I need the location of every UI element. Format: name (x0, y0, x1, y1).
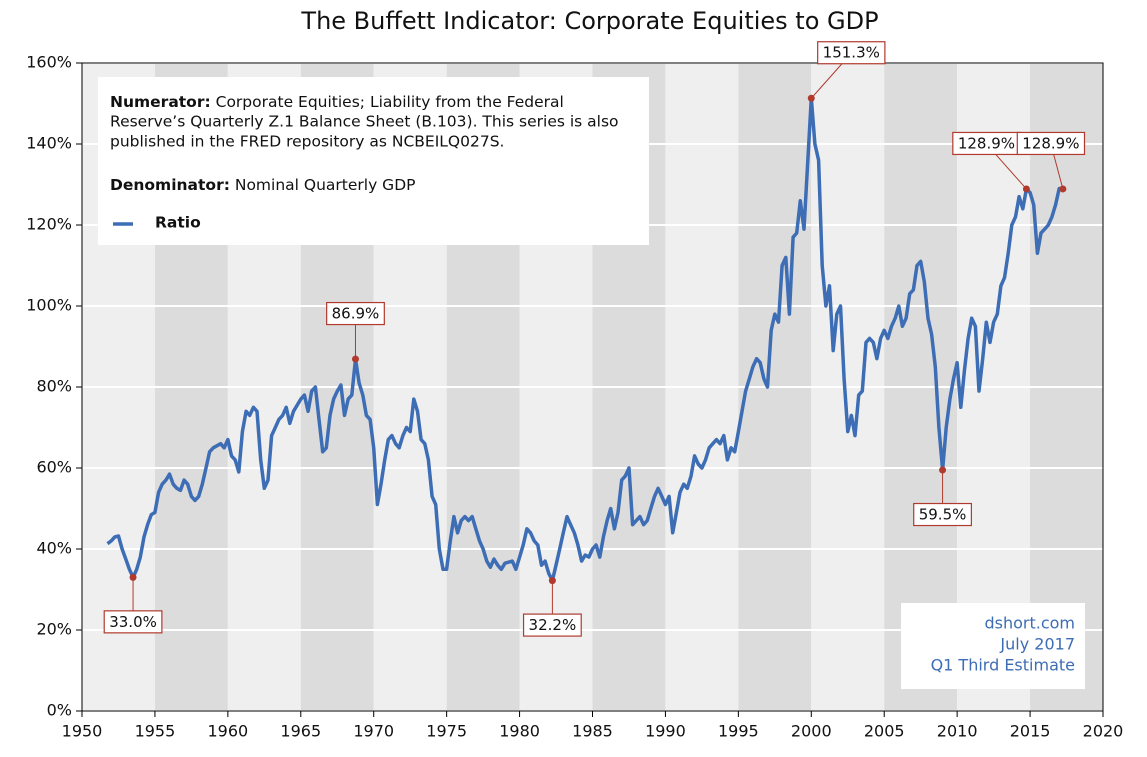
chart-title: The Buffett Indicator: Corporate Equitie… (300, 7, 878, 35)
x-tick-label: 1995 (718, 722, 759, 741)
annotation-point (548, 577, 556, 585)
annotation-label: 32.2% (529, 616, 577, 634)
annotations: 33.0% 86.9% 32.2% 151.3% 59.5% 128.9% 128.9% (103, 41, 1086, 637)
y-tick-label: 80% (36, 377, 72, 396)
x-tick-label: 2005 (864, 722, 905, 741)
plot-frame (81, 62, 1104, 712)
annotation-label: 33.0% (109, 613, 157, 631)
annotation-label: 128.9% (958, 134, 1015, 152)
annotation-box (817, 41, 886, 65)
source-text: July 2017 (999, 635, 1075, 654)
annotation-box (522, 613, 582, 637)
x-tick-label: 1960 (207, 722, 248, 741)
annotation-label: 128.9% (1022, 134, 1079, 152)
annotation-point (129, 573, 137, 581)
x-tick-label: 1975 (426, 722, 467, 741)
y-tick-label: 20% (36, 620, 72, 639)
y-tick-label: 120% (26, 215, 72, 234)
y-tick-label: 40% (36, 539, 72, 558)
annotation-box (326, 301, 385, 326)
note-text: Corporate Equities; Liability from the F… (216, 93, 564, 111)
annotation-label: 59.5% (919, 506, 967, 524)
annotation-label: 86.9% (332, 305, 380, 323)
x-tick-label: 1990 (645, 722, 686, 741)
y-tick-label: 0% (47, 701, 72, 720)
x-tick-label: 2015 (1010, 722, 1051, 741)
annotation-point (807, 94, 815, 102)
annotation-box (103, 610, 163, 634)
annotation-point (939, 466, 947, 474)
source-background (901, 603, 1085, 689)
y-tick-label: 100% (26, 296, 72, 315)
y-tick-label: 160% (26, 53, 72, 72)
source-text: Q1 Third Estimate (931, 656, 1075, 675)
x-tick-label: 2000 (791, 722, 832, 741)
source-box: dshort.com July 2017 Q1 Third Estimate (901, 603, 1085, 689)
note-label: Denominator: (110, 176, 230, 194)
y-tick-label: 140% (26, 134, 72, 153)
x-tick-label: 2020 (1083, 722, 1124, 741)
annotation-box (913, 502, 972, 527)
annotation-point (351, 355, 359, 363)
x-tick-label: 1965 (280, 722, 321, 741)
x-tick-label: 2010 (937, 722, 978, 741)
note-label: Numerator: (110, 93, 211, 111)
note-line: Numerator: Corporate Equities; Liability… (110, 93, 564, 111)
y-tick-label: 60% (36, 458, 72, 477)
x-tick-label: 1955 (135, 722, 176, 741)
note-line: published in the FRED repository as NCBE… (110, 133, 505, 151)
series-layer (106, 96, 1064, 583)
annotation-point (1059, 185, 1067, 193)
x-tick-label: 1980 (499, 722, 540, 741)
note-box: Numerator: Corporate Equities; Liability… (98, 77, 649, 245)
annotation-label: 151.3% (823, 44, 880, 62)
note-background (98, 77, 649, 245)
series-line (106, 96, 1064, 583)
annotation-point (1022, 185, 1030, 193)
note-line: Denominator: Nominal Quarterly GDP (110, 176, 415, 194)
x-tick-label: 1970 (353, 722, 394, 741)
note-line: Reserve’s Quarterly Z.1 Balance Sheet (B… (110, 113, 619, 131)
x-tick-label: 1950 (62, 722, 103, 741)
note-text: Nominal Quarterly GDP (235, 176, 416, 194)
legend-label: Ratio (155, 214, 201, 232)
source-text: dshort.com (984, 614, 1075, 633)
annotation-box (1016, 131, 1086, 156)
x-tick-label: 1985 (572, 722, 613, 741)
